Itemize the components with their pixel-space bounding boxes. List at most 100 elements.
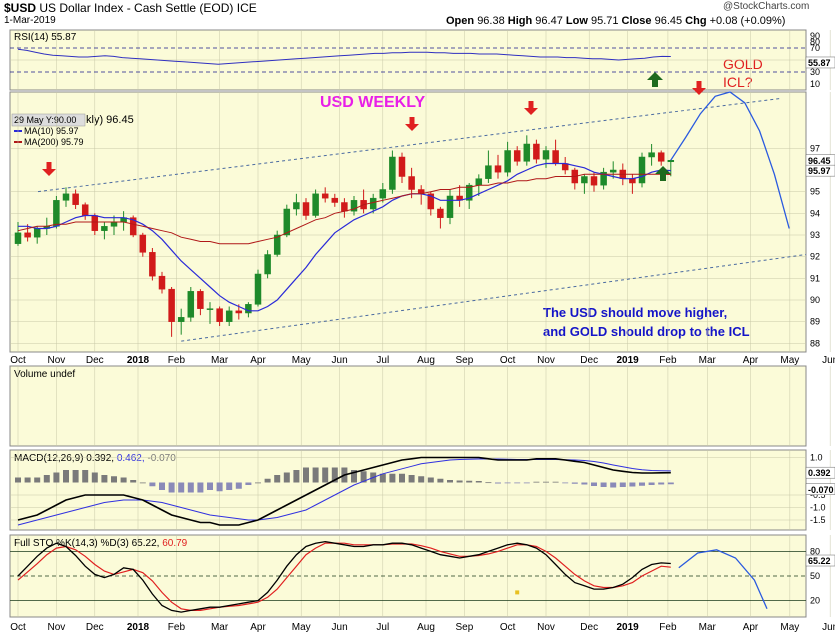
macd-histogram-bar	[437, 478, 444, 483]
macd-value-badge: 0.392	[808, 468, 831, 478]
candle-body	[187, 291, 195, 318]
candle-body	[437, 208, 444, 218]
candle-body	[33, 228, 41, 238]
candle-body	[465, 184, 473, 201]
sto-x-tick-label: Jul	[376, 622, 389, 633]
candle-body	[312, 193, 319, 216]
candle-body	[398, 156, 406, 177]
symbol: $USD	[4, 1, 37, 15]
price-x-tick-label: Jun	[822, 355, 835, 366]
macd-histogram-bar	[53, 472, 60, 483]
candle-body	[101, 226, 108, 231]
macd-histogram-bar	[495, 482, 501, 484]
macd-histogram-bar	[82, 470, 89, 483]
sto-x-tick-label: Feb	[168, 622, 186, 633]
sto-legend-prefix: Full STO %K(14,3) %D(3)	[14, 538, 129, 549]
sto-x-tick-label: 2018	[127, 622, 150, 633]
macd-histogram-bar	[658, 482, 665, 485]
sto-x-tick-label: Sep	[456, 622, 474, 633]
price-value-badge-bg	[805, 164, 835, 177]
candle-body	[62, 193, 70, 201]
red-arrow-down-icon-head	[524, 108, 538, 115]
macd-histogram-bar	[207, 482, 213, 490]
price-y-tick-label: 90	[810, 295, 820, 305]
macd-histogram-bar	[408, 475, 415, 483]
price-tooltip: 29 May Y:90.00	[14, 115, 76, 125]
price-y-tick-label: 88	[810, 338, 820, 348]
macd-histogram-bar	[619, 482, 626, 487]
price-x-tick-label: 2018	[127, 355, 150, 366]
green-arrow-up-icon-head	[655, 166, 671, 174]
candle-body	[139, 234, 147, 253]
macd-histogram-bar	[226, 482, 233, 490]
macd-histogram-bar	[43, 475, 50, 483]
macd-histogram-bar	[178, 482, 185, 493]
sto-x-tick-label: Jun	[332, 622, 348, 633]
macd-histogram-bar	[187, 482, 194, 493]
price-legend-box: 29 May Y:90.00 kly) 96.45 MA(10) 95.97 M…	[11, 113, 134, 147]
volume-panel: Volume undef	[9, 365, 807, 447]
candle-body	[283, 208, 291, 236]
macd-histogram-bar	[24, 477, 31, 483]
sto-x-tick-label: Aug	[417, 622, 435, 633]
macd-histogram-bar	[639, 482, 645, 486]
candle-body	[629, 178, 636, 184]
macd-histogram-bar	[533, 481, 540, 483]
macd-histogram-bar	[139, 482, 146, 484]
candle-body	[600, 171, 607, 186]
candle-body	[177, 317, 185, 322]
candle-body	[197, 291, 204, 309]
rsi-value-badge: 55.87	[808, 58, 831, 68]
sto-legend-value1: 65.22,	[132, 538, 160, 549]
rsi-y-tick-label: 10	[810, 79, 820, 89]
macd-histogram-bar	[514, 482, 521, 484]
macd-histogram-bar	[475, 481, 482, 483]
price-x-tick-label: Nov	[537, 355, 555, 366]
macd-histogram-bar	[101, 475, 108, 483]
candle-body	[149, 252, 156, 277]
candle-body	[225, 310, 233, 322]
macd-legend-value2: 0.462,	[117, 453, 145, 464]
sto-x-tick-label: May	[780, 622, 799, 633]
macd-histogram-bar	[120, 477, 127, 483]
price-x-tick-label: Oct	[10, 355, 26, 366]
instrument-name: US Dollar Index - Cash Settle (EOD) ICE	[39, 1, 257, 15]
macd-histogram-bar	[543, 481, 549, 483]
price-x-tick-label: Jun	[332, 355, 348, 366]
candle-body	[341, 202, 348, 212]
macd-y-tick-label: -1.5	[810, 515, 826, 525]
price-x-tick-label: May	[292, 355, 311, 366]
candle-body	[91, 215, 99, 231]
price-y-tick-label: 94	[810, 208, 820, 218]
candle-body	[158, 275, 166, 290]
sto-d-line	[17, 542, 671, 612]
ohlc-readout: Open 96.38 High 96.47 Low 95.71 Close 96…	[446, 15, 786, 27]
macd-histogram-bar	[15, 477, 21, 483]
price-x-tick-label: Dec	[86, 355, 104, 366]
candle-body	[408, 176, 415, 190]
sto-marker	[515, 590, 520, 595]
candle-body	[475, 178, 483, 186]
price-projection-curve	[670, 91, 790, 229]
sto-x-tick-label: Oct	[500, 622, 516, 633]
note-line-1: The USD should move higher,	[543, 305, 727, 320]
price-x-tick-label: Jul	[376, 355, 389, 366]
rsi-value-badge-bg	[805, 56, 835, 69]
macd-histogram-bar	[331, 467, 338, 483]
price-y-tick-label: 93	[810, 230, 820, 240]
price-x-tick-label: May	[780, 355, 799, 366]
macd-histogram-bar	[216, 482, 223, 492]
sto-y-tick-label: 50	[810, 571, 820, 581]
sto-x-tick-label: Jun	[822, 622, 835, 633]
macd-histogram-bar	[504, 482, 511, 484]
green-arrow-up-icon-head	[647, 72, 663, 80]
low-value: 95.71	[590, 15, 619, 27]
ma10-legend: MA(10) 95.97	[24, 126, 79, 136]
candle-body	[321, 193, 329, 199]
macd-background	[9, 449, 807, 531]
macd-histogram-bar	[159, 482, 165, 490]
red-arrow-down-icon-head	[405, 124, 419, 131]
macd-histogram-bar	[63, 470, 69, 483]
macd-histogram-bar	[322, 467, 329, 483]
watermark: @StockCharts.com	[723, 1, 810, 12]
